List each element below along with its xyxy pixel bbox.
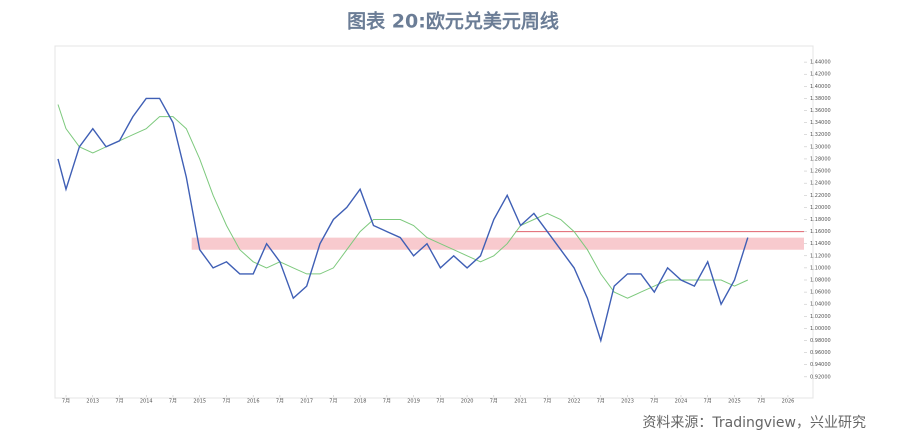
y-tick-label: 1.12000 [810, 253, 831, 259]
y-tick-label: 1.32000 [810, 132, 831, 138]
y-tick-label: 0.98000 [810, 338, 831, 344]
y-tick-label: 1.14000 [810, 241, 831, 247]
x-tick-label: 2026 [782, 399, 795, 405]
x-tick-label: 7月 [383, 399, 391, 405]
x-tick-label: 2025 [728, 399, 741, 405]
y-tick-label: 1.42000 [810, 72, 831, 78]
x-tick-label: 2023 [621, 399, 634, 405]
x-tick-label: 2016 [247, 399, 260, 405]
x-tick-label: 7月 [62, 399, 70, 405]
price-line [57, 97, 749, 344]
chart-panel [54, 45, 814, 399]
y-tick-label: 1.40000 [810, 84, 831, 90]
x-tick-label: 7月 [704, 399, 712, 405]
x-tick-label: 7月 [597, 399, 605, 405]
resistance-band [191, 237, 804, 250]
y-tick-label: 1.20000 [810, 205, 831, 211]
x-tick-label: 7月 [757, 399, 765, 405]
x-tick-label: 7月 [115, 399, 123, 405]
x-tick-label: 2021 [514, 399, 527, 405]
y-tick-label: 1.22000 [810, 193, 831, 199]
y-tick-label: 1.28000 [810, 156, 831, 162]
y-tick-label: 1.10000 [810, 265, 831, 271]
x-tick-label: 7月 [169, 399, 177, 405]
y-tick-label: 1.16000 [810, 229, 831, 235]
source-note: 资料来源：Tradingview，兴业研究 [642, 415, 866, 431]
y-tick-label: 0.94000 [810, 362, 831, 368]
x-tick-label: 7月 [436, 399, 444, 405]
price-line [57, 104, 749, 299]
x-tick-label: 7月 [650, 399, 658, 405]
y-tick-label: 0.92000 [810, 374, 831, 380]
x-tick-label: 2018 [354, 399, 367, 405]
x-tick-label: 7月 [276, 399, 284, 405]
y-tick-label: 1.34000 [810, 120, 831, 126]
y-tick-label: 1.36000 [810, 108, 831, 114]
x-tick-label: 2015 [193, 399, 206, 405]
x-tick-label: 7月 [543, 399, 551, 405]
y-tick-label: 1.06000 [810, 290, 831, 296]
y-tick-label: 1.00000 [810, 326, 831, 332]
x-tick-label: 2020 [461, 399, 474, 405]
y-tick-label: 1.30000 [810, 144, 831, 150]
x-tick-label: 7月 [222, 399, 230, 405]
y-tick-label: 1.38000 [810, 96, 831, 102]
y-tick-label: 0.96000 [810, 350, 831, 356]
x-tick-label: 7月 [329, 399, 337, 405]
x-tick-label: 2017 [300, 399, 313, 405]
x-tick-label: 2013 [86, 399, 99, 405]
y-tick-label: 1.26000 [810, 169, 831, 175]
y-tick-label: 1.44000 [810, 60, 831, 66]
x-tick-label: 2022 [568, 399, 581, 405]
y-tick-label: 1.02000 [810, 314, 831, 320]
figure-title: 图表 20:欧元兑美元周线 [347, 10, 559, 33]
x-tick-label: 2014 [140, 399, 153, 405]
x-tick-label: 7月 [490, 399, 498, 405]
y-tick-label: 1.24000 [810, 181, 831, 187]
x-tick-label: 2024 [675, 399, 688, 405]
y-tick-label: 1.08000 [810, 278, 831, 284]
y-tick-label: 1.18000 [810, 217, 831, 223]
x-tick-label: 2019 [407, 399, 420, 405]
y-tick-label: 1.04000 [810, 302, 831, 308]
